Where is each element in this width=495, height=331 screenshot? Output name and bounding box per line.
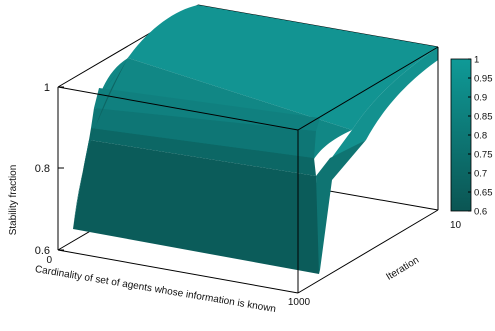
z-axis: 1 0.8 0.6 Stability fraction — [8, 82, 64, 257]
y-axis-label: Iteration — [384, 255, 421, 283]
surface-lower-band — [89, 128, 316, 176]
surface-right-skirt — [316, 140, 366, 274]
colorbar: 1 0.95 0.9 0.85 0.8 0.75 0.7 0.65 0.6 — [450, 55, 493, 218]
colorbar-tick-label: 0.85 — [474, 112, 493, 123]
surface-mid-band — [91, 108, 316, 158]
colorbar-tick-label: 0.95 — [474, 74, 493, 85]
colorbar-tick-label: 1 — [474, 55, 479, 66]
y-axis: 10 Iteration — [384, 220, 461, 283]
colorbar-ticks: 1 0.95 0.9 0.85 0.8 0.75 0.7 0.65 0.6 — [468, 55, 493, 218]
front-box-edges — [57, 46, 439, 294]
colorbar-tick-label: 0.65 — [474, 188, 493, 199]
colorbar-tick-label: 0.9 — [474, 93, 487, 104]
surface-upper-band — [94, 88, 320, 131]
colorbar-tick-label: 0.75 — [474, 150, 493, 161]
surface — [73, 5, 438, 274]
colorbar-tick-label: 0.6 — [474, 207, 487, 218]
box-edge — [57, 86, 299, 131]
surface-front-face — [73, 140, 320, 274]
surface-right-curve — [330, 47, 438, 160]
z-tick-label: 0.6 — [35, 245, 50, 257]
box-edge — [297, 46, 439, 131]
x-tick-label: 1000 — [288, 297, 311, 308]
x-tick-label: 0 — [46, 255, 52, 266]
z-tick-label: 1 — [44, 82, 50, 94]
colorbar-tick-label: 0.7 — [474, 169, 487, 180]
box-edge — [57, 249, 299, 294]
z-tick-label: 0.8 — [35, 163, 50, 175]
y-tick-label: 10 — [450, 220, 462, 231]
x-axis-label: Cardinality of set of agents whose infor… — [34, 264, 276, 315]
box-edge — [297, 209, 439, 294]
surface-left-upper-band — [96, 55, 130, 100]
z-axis-label: Stability fraction — [8, 165, 19, 236]
surface-top-plateau — [128, 5, 438, 130]
colorbar-tick-label: 0.8 — [474, 131, 487, 142]
